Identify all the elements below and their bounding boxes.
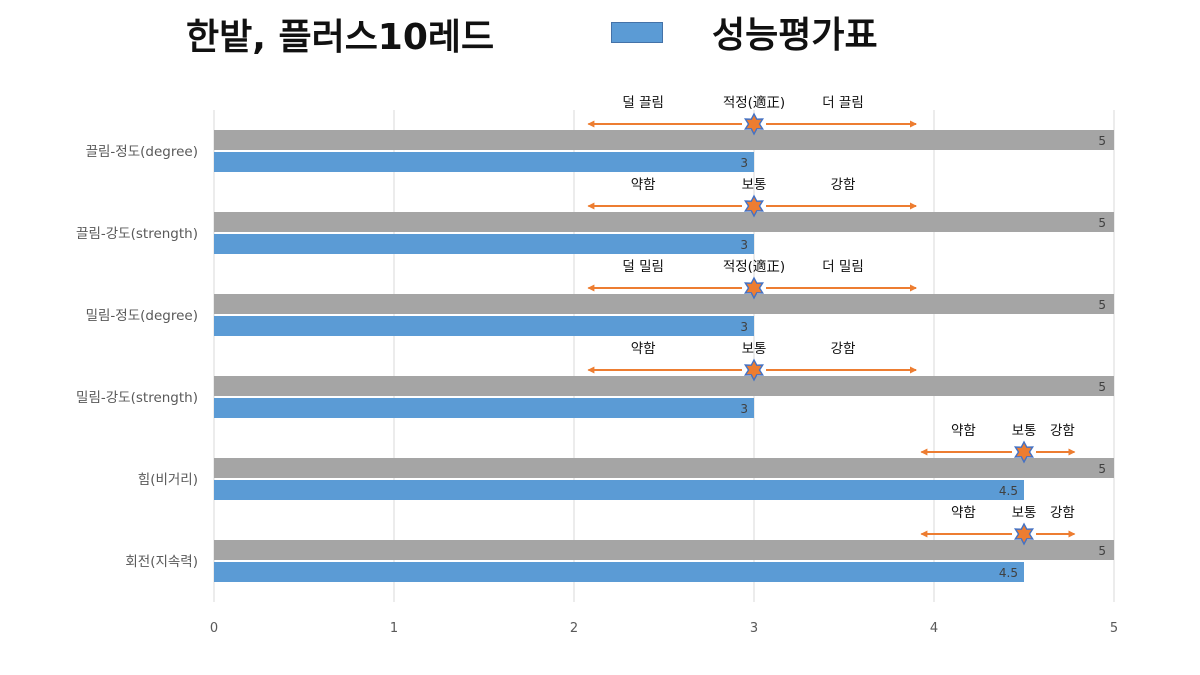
category-label: 회전(지속력) (125, 554, 198, 570)
max-bar (214, 540, 1114, 560)
max-bar-data-label: 5 (1098, 216, 1106, 230)
max-bar-data-label: 5 (1098, 134, 1106, 148)
max-bar-data-label: 5 (1098, 462, 1106, 476)
x-tick-label: 4 (930, 621, 938, 636)
star-marker-icon (1013, 440, 1035, 464)
annotation-left-label: 약함 (631, 341, 656, 357)
max-bar (214, 376, 1114, 396)
category-label: 힘(비거리) (138, 472, 198, 488)
category-label: 끌림-강도(strength) (76, 226, 198, 242)
score-bar (214, 152, 754, 172)
legend-swatch-score (611, 22, 663, 43)
score-bar-data-label: 3 (740, 320, 748, 334)
annotation-left-label: 덜 끌림 (622, 95, 664, 111)
annotation-left-label: 덜 밀림 (622, 259, 664, 275)
score-bar-data-label: 3 (740, 402, 748, 416)
annotation-right-label: 강함 (1050, 423, 1075, 439)
score-bar (214, 398, 754, 418)
annotation-right-label: 강함 (831, 341, 856, 357)
annotation-center-label: 보통 (1012, 423, 1037, 439)
category-label: 밀림-강도(strength) (76, 390, 198, 406)
annotation-right-label: 더 끌림 (822, 95, 864, 111)
annotation-left-label: 약함 (951, 505, 976, 521)
annotation-right-label: 강함 (831, 177, 856, 193)
max-bar (214, 458, 1114, 478)
x-tick-label: 3 (750, 621, 758, 636)
max-bar-data-label: 5 (1098, 298, 1106, 312)
x-tick-label: 0 (210, 621, 218, 636)
score-bar (214, 234, 754, 254)
category-label: 끌림-정도(degree) (86, 144, 198, 160)
chart-title: 한밭, 플러스10레드 (186, 17, 495, 58)
category-label: 밀림-정도(degree) (86, 308, 198, 324)
score-bar (214, 480, 1024, 500)
star-marker-icon (743, 194, 765, 218)
annotation-center-label: 적정(適正) (723, 94, 785, 111)
annotation-center-label: 보통 (1012, 505, 1037, 521)
max-bar-data-label: 5 (1098, 544, 1106, 558)
star-marker-icon (1013, 522, 1035, 546)
max-bar (214, 130, 1114, 150)
max-bar (214, 212, 1114, 232)
star-marker-icon (743, 276, 765, 300)
score-bar-data-label: 3 (740, 156, 748, 170)
annotation-right-label: 더 밀림 (822, 259, 864, 275)
score-bar-data-label: 4.5 (999, 484, 1018, 498)
legend-label-score: 성능평가표 (712, 15, 878, 56)
annotation-center-label: 보통 (742, 341, 767, 357)
max-bar-data-label: 5 (1098, 380, 1106, 394)
annotation-center-label: 적정(適正) (723, 258, 785, 275)
annotation-center-label: 보통 (742, 177, 767, 193)
score-bar (214, 316, 754, 336)
annotation-left-label: 약함 (631, 177, 656, 193)
score-bar-data-label: 4.5 (999, 566, 1018, 580)
x-tick-label: 1 (390, 621, 398, 636)
max-bar (214, 294, 1114, 314)
x-tick-label: 2 (570, 621, 578, 636)
annotation-right-label: 강함 (1050, 505, 1075, 521)
score-bar (214, 562, 1024, 582)
star-marker-icon (743, 358, 765, 382)
score-bar-data-label: 3 (740, 238, 748, 252)
star-marker-icon (743, 112, 765, 136)
annotation-left-label: 약함 (951, 423, 976, 439)
x-tick-label: 5 (1110, 621, 1118, 636)
